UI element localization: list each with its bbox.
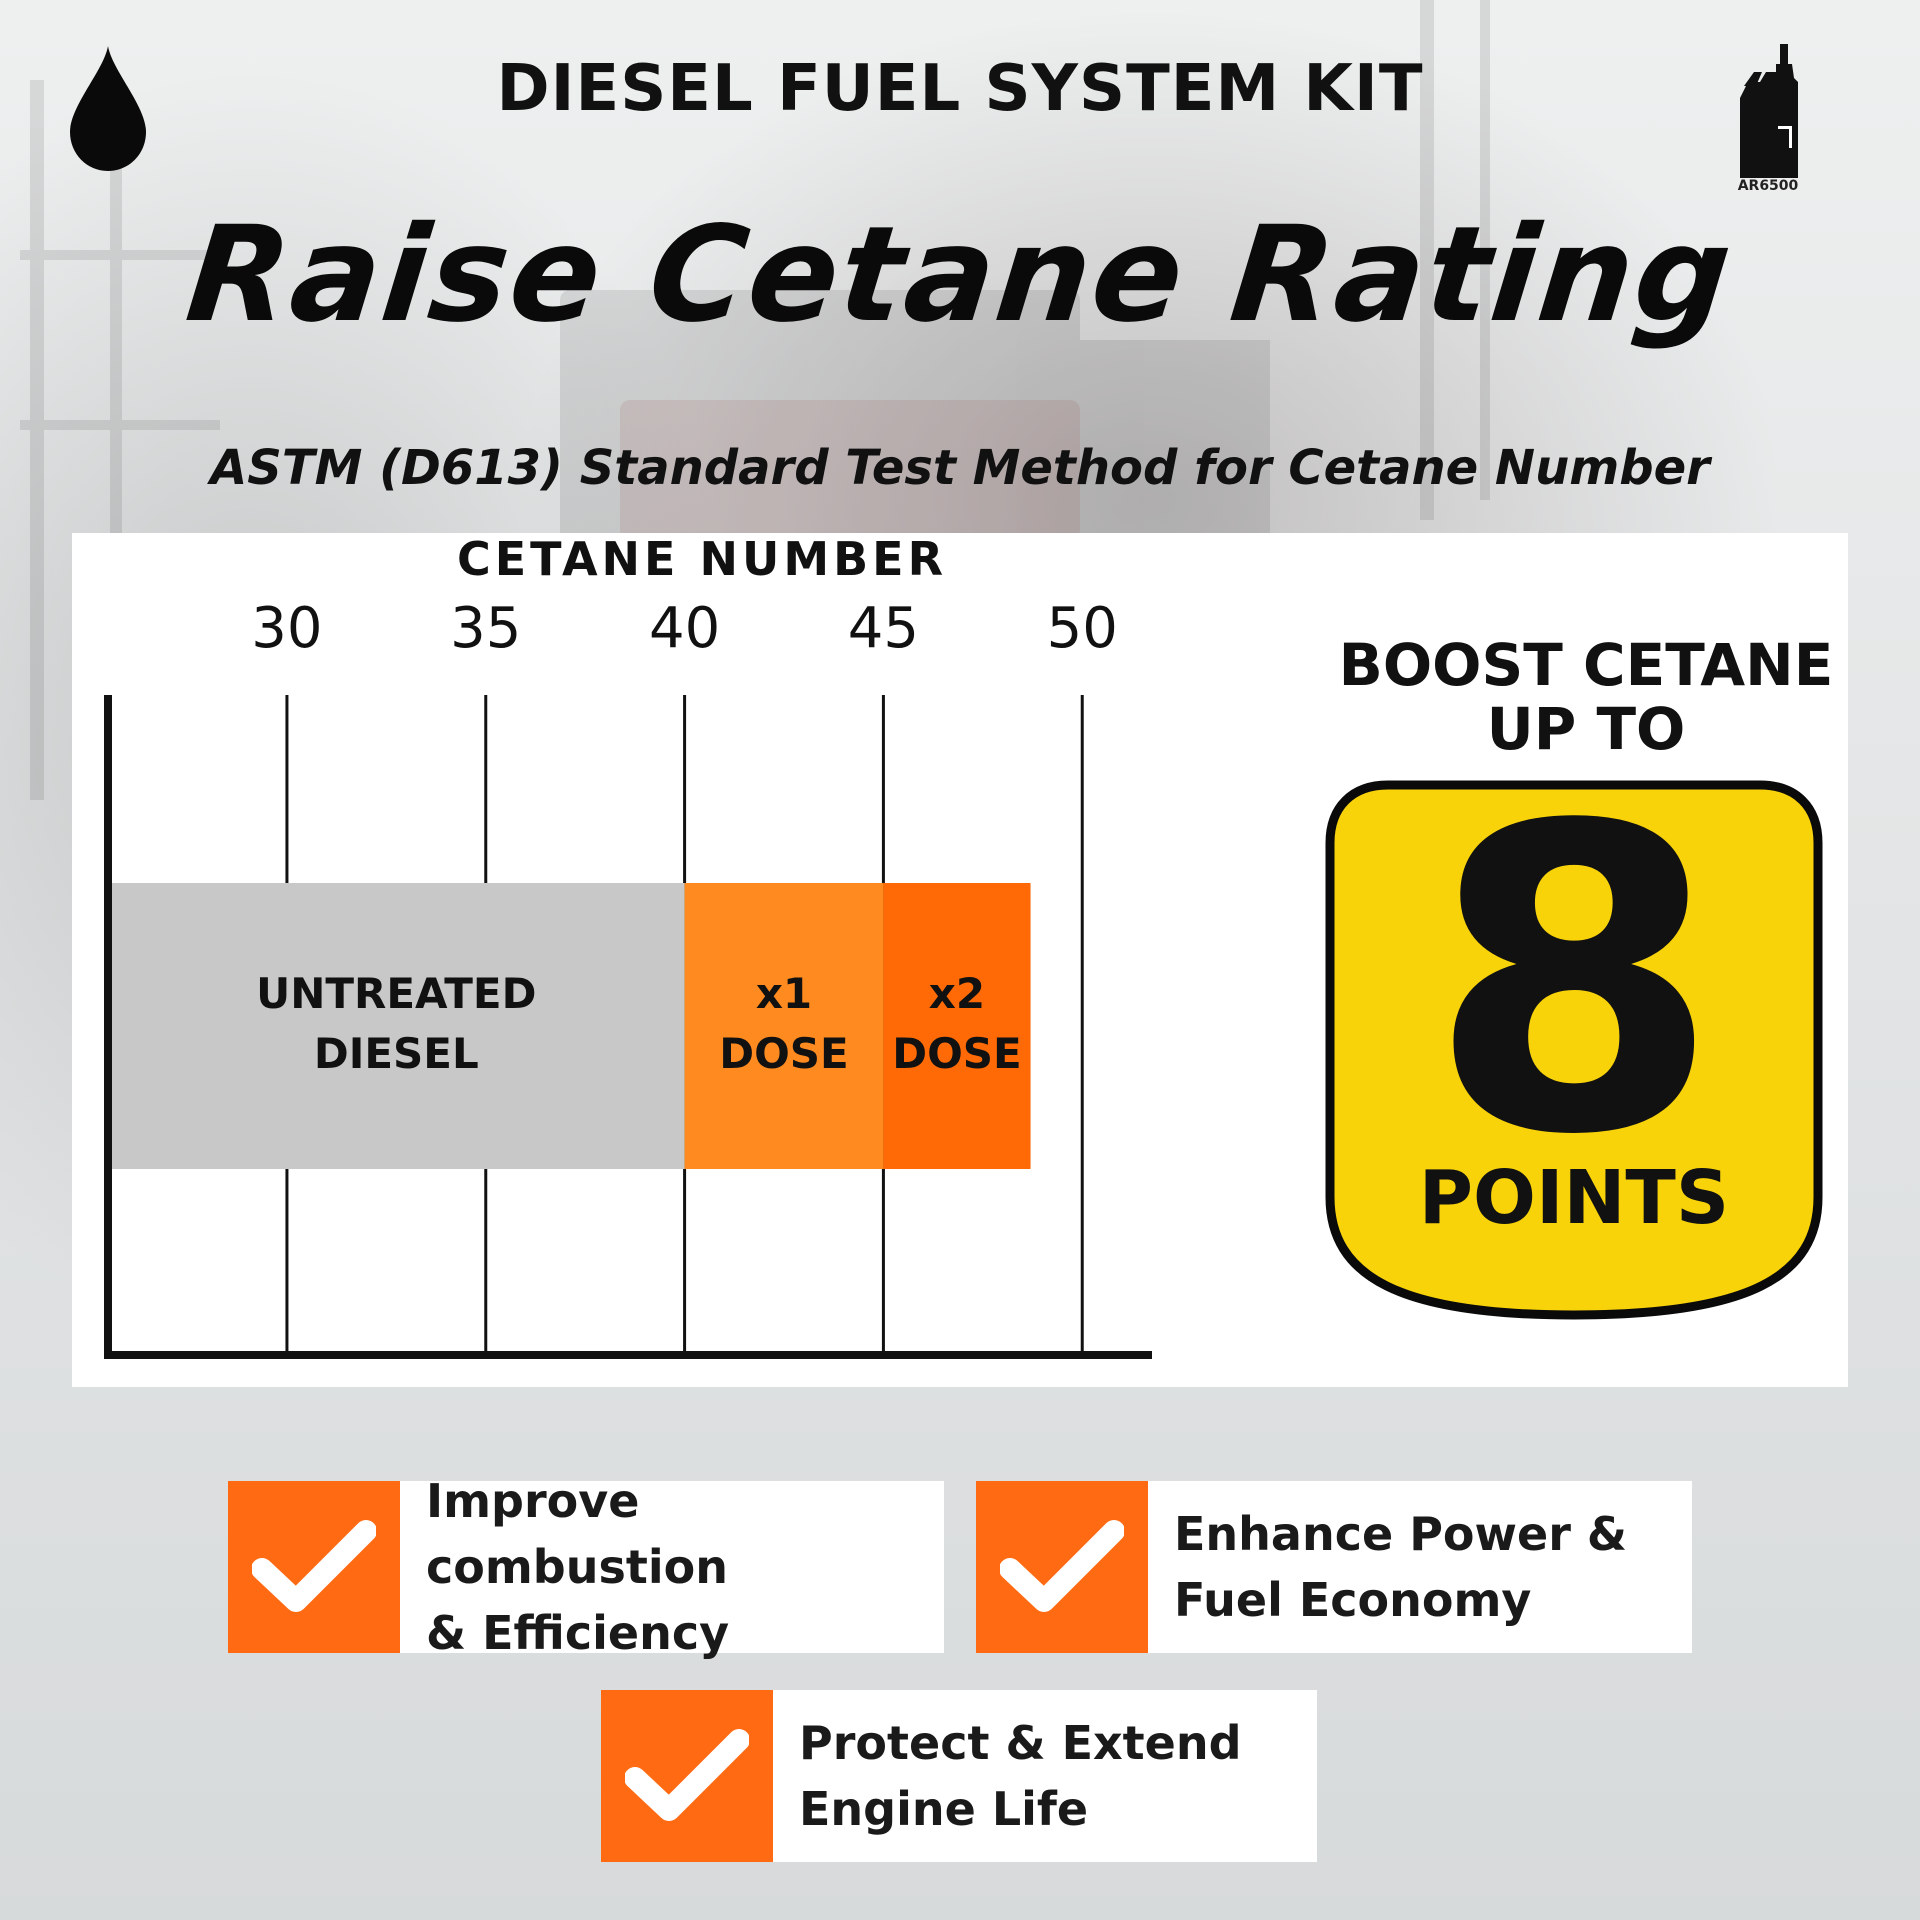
benefit-card: Enhance Power & Fuel Economy (976, 1481, 1692, 1653)
main-title: Raise Cetane Rating (180, 198, 1740, 352)
benefit-label: Enhance Power & Fuel Economy (1174, 1507, 1628, 1627)
boost-line1: BOOST CETANE (1338, 631, 1834, 699)
product-code: AR6500 (1737, 178, 1799, 194)
bar-segment (883, 883, 1031, 1169)
boost-value: 8 (1427, 738, 1721, 1227)
benefit-card: Improve combustion & Efficiency (228, 1474, 944, 1660)
fuel-can-icon (1740, 44, 1798, 178)
benefit-label: Protect & Extend Engine Life (799, 1716, 1242, 1836)
tick-label: 45 (848, 596, 919, 661)
bar-label: DOSE (892, 1029, 1022, 1078)
checkmark-icon (601, 1690, 773, 1862)
cetane-chart: CETANE NUMBER 30 35 40 45 50 UNTREATED DIESEL x1… (104, 533, 1152, 1359)
bar-label: UNTREATED (256, 969, 536, 1018)
boost-text: BOOST CETANE UP TO (1266, 633, 1906, 761)
tick-label: 40 (649, 596, 720, 661)
bar-label: DIESEL (314, 1029, 479, 1078)
benefit-label: Improve combustion & Efficiency (426, 1474, 730, 1660)
tick-label: 30 (251, 596, 322, 661)
bar-segment (684, 883, 884, 1169)
tick-label: 50 (1047, 596, 1118, 661)
checkmark-icon (976, 1481, 1148, 1653)
chart-panel: CETANE NUMBER 30 35 40 45 50 UNTREATED DIESEL x1… (72, 533, 1848, 1387)
points-badge (1325, 780, 1823, 1320)
bar-label: x2 (929, 969, 985, 1018)
checkmark-icon (228, 1481, 400, 1653)
boost-line2: UP TO (1486, 695, 1686, 763)
benefit-card: Protect & Extend Engine Life (601, 1690, 1317, 1862)
boost-unit: POINTS (1418, 1155, 1730, 1241)
chart-title: CETANE NUMBER (457, 533, 947, 586)
bar-segment (108, 883, 685, 1169)
subtitle: ASTM (D613) Standard Test Method for Cet… (210, 440, 1710, 496)
kit-title: DIESEL FUEL SYSTEM KIT (496, 52, 1424, 126)
fuel-drop-icon (70, 46, 146, 171)
tick-label: 35 (450, 596, 521, 661)
bar-label: DOSE (719, 1029, 849, 1078)
bar-label: x1 (756, 969, 812, 1018)
